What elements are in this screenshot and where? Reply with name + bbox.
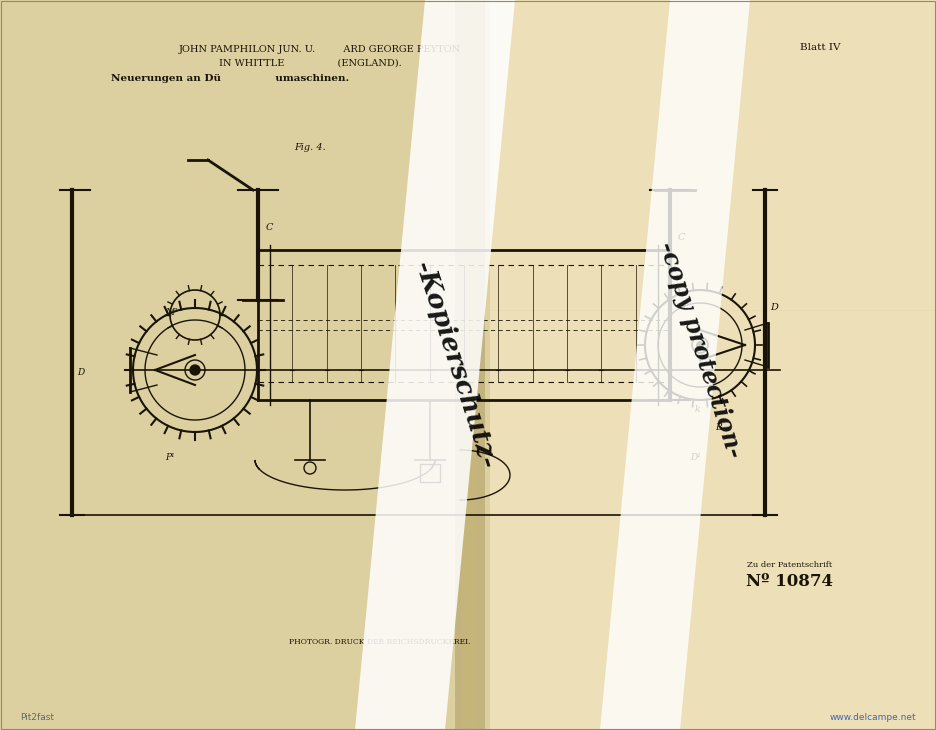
Text: k: k (695, 405, 700, 414)
Text: www.delcampe.net: www.delcampe.net (829, 713, 916, 723)
Text: Nº 10874: Nº 10874 (747, 574, 833, 591)
Polygon shape (490, 0, 936, 730)
Text: C: C (678, 233, 685, 242)
Text: D¹: D¹ (690, 453, 701, 462)
Text: -copy protection-: -copy protection- (653, 239, 746, 461)
Text: C: C (266, 223, 273, 232)
Polygon shape (600, 0, 750, 730)
Polygon shape (455, 0, 485, 730)
Text: PHOTOGR. DRUCK DER REICHSDRUCKEREI.: PHOTOGR. DRUCK DER REICHSDRUCKEREI. (289, 638, 471, 646)
Text: M¹: M¹ (165, 308, 178, 317)
Text: JOHN PAMPHILON JUN. U.         ARD GEORGE PEYTON: JOHN PAMPHILON JUN. U. ARD GEORGE PEYTON (179, 45, 461, 55)
Circle shape (190, 365, 200, 375)
Text: P¹: P¹ (165, 453, 175, 462)
Polygon shape (0, 0, 490, 730)
Text: Pit2fast: Pit2fast (20, 713, 54, 723)
Polygon shape (462, 0, 478, 730)
Text: Fig. 4.: Fig. 4. (294, 142, 326, 152)
Circle shape (696, 341, 704, 349)
Text: B: B (715, 423, 722, 432)
Text: Neuerungen an Dü               umaschinen.: Neuerungen an Dü umaschinen. (110, 74, 349, 82)
Bar (420, 464, 440, 482)
Text: D: D (770, 303, 778, 312)
Polygon shape (355, 0, 515, 730)
Text: D: D (77, 368, 84, 377)
Text: Zu der Patentschrift: Zu der Patentschrift (747, 561, 833, 569)
Text: IN WHITTLE                 (ENGLAND).: IN WHITTLE (ENGLAND). (219, 58, 402, 67)
Text: -Kopierschutz-: -Kopierschutz- (410, 258, 501, 472)
Text: Blatt IV: Blatt IV (800, 42, 841, 52)
